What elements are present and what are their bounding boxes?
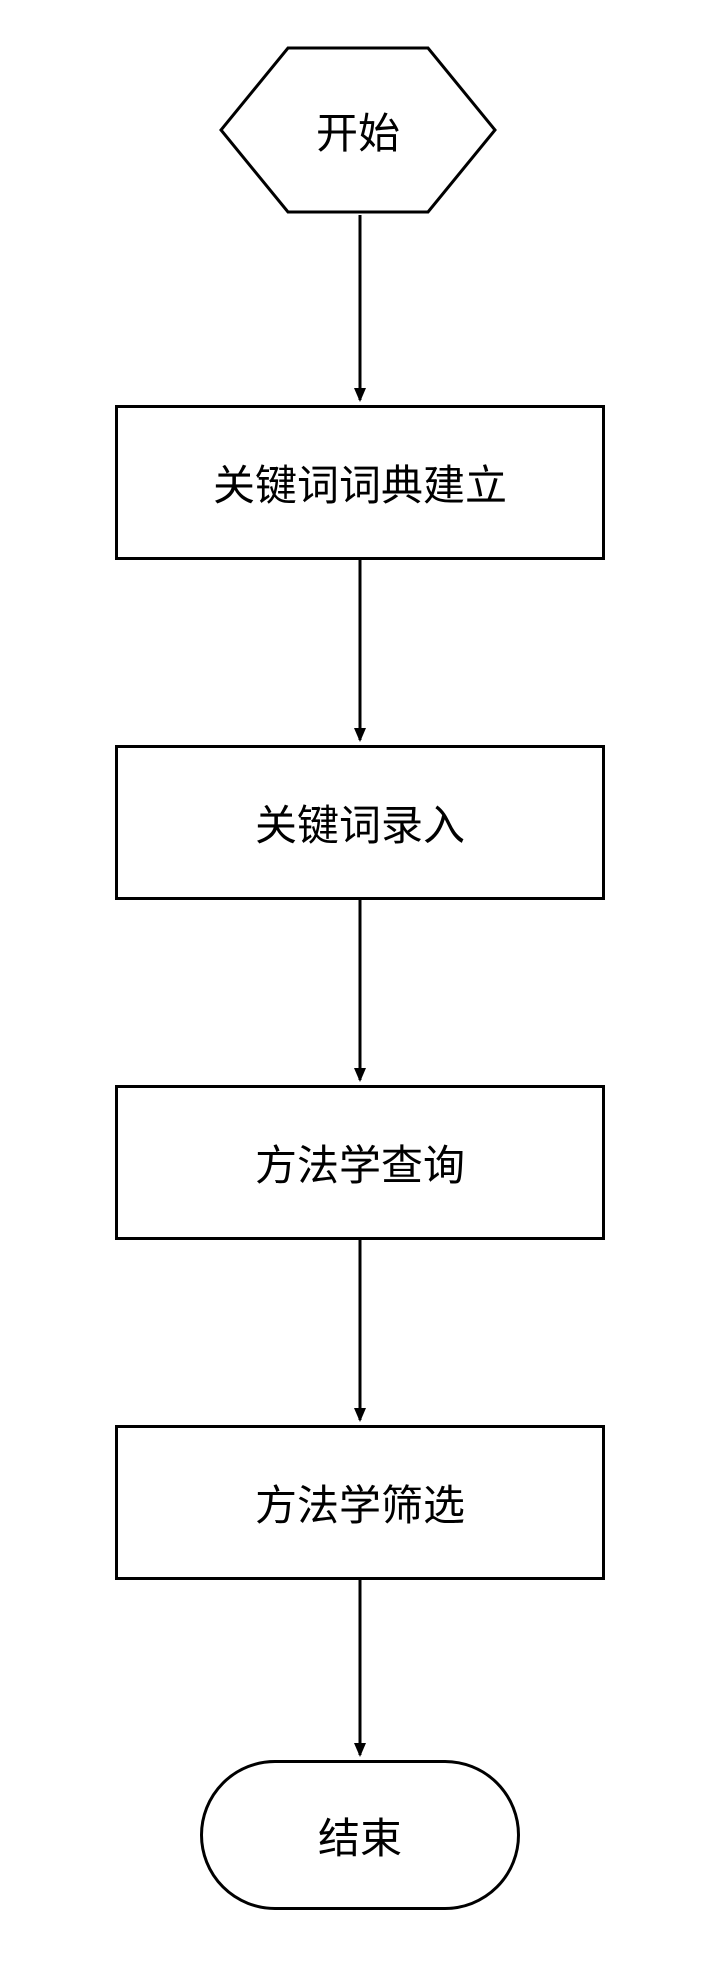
step-node-2: 关键词录入: [115, 745, 605, 900]
end-node: 结束: [200, 1760, 520, 1910]
step-label-4: 方法学筛选: [255, 1472, 465, 1533]
step-node-4: 方法学筛选: [115, 1425, 605, 1580]
flowchart-container: 开始 关键词词典建立 关键词录入 方法学查询 方法学筛选 结束: [0, 0, 726, 1965]
step-label-3: 方法学查询: [255, 1132, 465, 1193]
step-node-1: 关键词词典建立: [115, 405, 605, 560]
end-label: 结束: [318, 1805, 402, 1866]
edges-layer: [0, 0, 726, 1965]
step-label-2: 关键词录入: [255, 792, 465, 853]
step-node-3: 方法学查询: [115, 1085, 605, 1240]
start-label: 开始: [316, 100, 400, 161]
step-label-1: 关键词词典建立: [213, 452, 507, 513]
start-node: 开始: [218, 45, 498, 215]
